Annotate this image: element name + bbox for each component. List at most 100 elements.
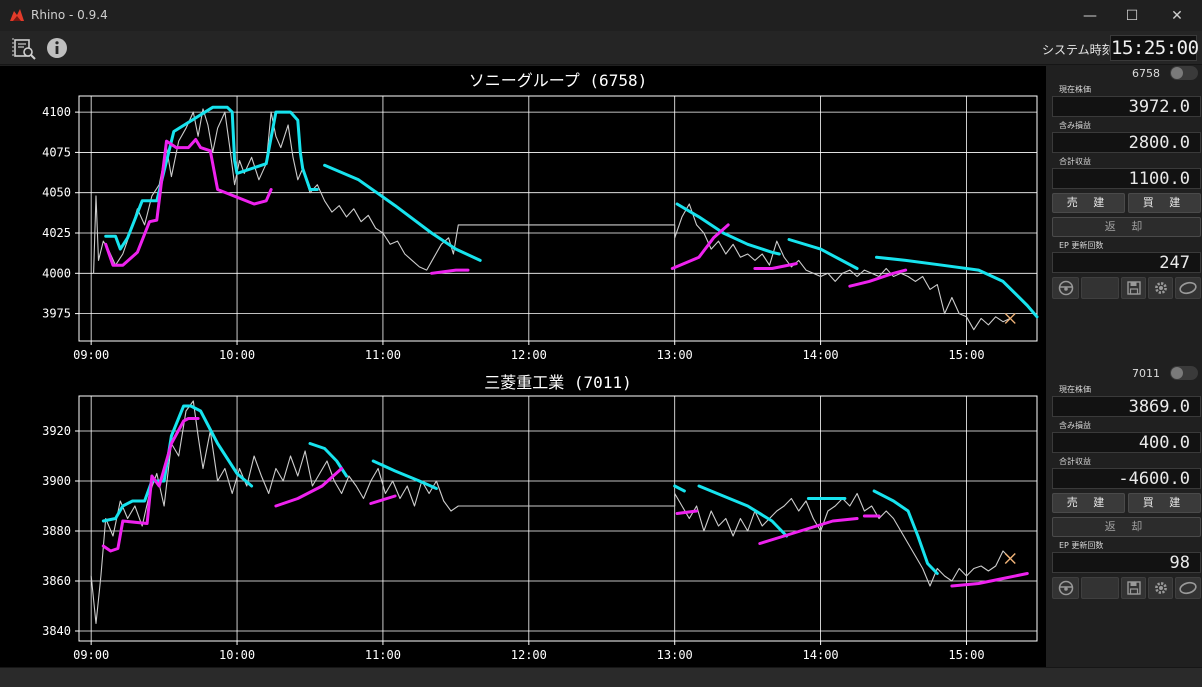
magenta-series <box>675 509 699 515</box>
cyan-series <box>323 163 482 262</box>
ticker-toggle[interactable] <box>1170 366 1198 380</box>
chart-title: ソニーグループ (6758) <box>469 71 647 90</box>
ticker-toggle[interactable] <box>1170 66 1198 80</box>
cyan-series <box>673 484 686 493</box>
panel-7011: 7011 現在株価 3869.0 含み損益 400.0 合計収益 -4600.0… <box>1049 364 1202 599</box>
magenta-series <box>430 268 470 275</box>
tool-buttons <box>1052 577 1202 599</box>
status-bar <box>0 667 1202 687</box>
total-label: 合計収益 <box>1059 157 1091 166</box>
repay-button[interactable]: 返 却 <box>1052 217 1201 237</box>
system-time-display: 15:25:00 <box>1110 35 1199 61</box>
x-tick-label: 13:00 <box>657 348 693 362</box>
settings-button[interactable] <box>1148 277 1173 299</box>
cyan-series <box>371 459 438 490</box>
x-tick-label: 09:00 <box>73 348 109 362</box>
sell-button[interactable]: 売 建 <box>1052 193 1125 213</box>
y-tick-label: 4100 <box>42 105 71 119</box>
steering-button[interactable] <box>1052 577 1079 599</box>
ticker-code: 6758 <box>1132 67 1160 80</box>
y-tick-label: 3900 <box>42 474 71 488</box>
steering-button[interactable] <box>1052 277 1079 299</box>
ep-label: EP 更新回数 <box>1059 541 1104 550</box>
cyan-series <box>675 202 781 256</box>
ticker-code: 7011 <box>1132 367 1160 380</box>
y-tick-label: 3920 <box>42 424 71 438</box>
chart-area: ソニーグループ (6758) 09:00 10:00 11:00 12:00 13:00 1… <box>0 66 1046 667</box>
sell-button[interactable]: 売 建 <box>1052 493 1125 513</box>
current-price-value: 3869.0 <box>1052 396 1201 417</box>
y-tick-label: 3840 <box>42 624 71 638</box>
x-tick-label: 10:00 <box>219 648 255 662</box>
magenta-series <box>670 223 730 270</box>
empty-button[interactable] <box>1081 277 1119 299</box>
save-button[interactable] <box>1121 277 1146 299</box>
trade-buttons: 売 建 買 建 <box>1052 193 1202 213</box>
gear-icon <box>1154 582 1167 594</box>
x-tick-label: 14:00 <box>803 648 839 662</box>
price-series <box>93 108 1011 331</box>
price-series <box>90 400 1011 625</box>
plot-frame <box>78 95 1038 342</box>
empty-button[interactable] <box>1081 577 1119 599</box>
last-point-marker <box>1004 312 1016 324</box>
y-tick-label: 4050 <box>42 186 71 200</box>
document-search-icon[interactable] <box>12 36 36 60</box>
save-button[interactable] <box>1121 577 1146 599</box>
loop-button[interactable] <box>1175 277 1201 299</box>
cyan-series <box>697 484 789 538</box>
unrealized-label: 含み損益 <box>1059 121 1091 130</box>
loop-icon <box>1179 581 1197 595</box>
save-icon <box>1126 581 1141 595</box>
settings-button[interactable] <box>1148 577 1173 599</box>
total-value: 1100.0 <box>1052 168 1201 189</box>
unrealized-label: 含み損益 <box>1059 421 1091 430</box>
maximize-icon: ☐ <box>1125 7 1139 24</box>
cyan-series <box>875 255 1039 319</box>
magenta-series <box>950 572 1029 588</box>
panel-6758: 6758 現在株価 3972.0 含み損益 2800.0 合計収益 1100.0… <box>1049 64 1202 299</box>
save-icon <box>1126 281 1141 295</box>
x-tick-label: 10:00 <box>219 348 255 362</box>
total-label: 合計収益 <box>1059 457 1091 466</box>
loop-icon <box>1179 281 1197 295</box>
x-tick-label: 09:00 <box>73 648 109 662</box>
last-point-marker <box>1004 553 1016 564</box>
x-tick-label: 12:00 <box>511 348 547 362</box>
buy-button[interactable]: 買 建 <box>1128 193 1201 213</box>
steering-wheel-icon <box>1058 580 1073 596</box>
x-tick-label: 14:00 <box>803 348 839 362</box>
chart-title: 三菱重工業 (7011) <box>484 373 631 392</box>
magenta-series <box>753 262 798 270</box>
y-tick-label: 4025 <box>42 226 71 240</box>
magenta-series <box>758 517 859 545</box>
y-tick-label: 3880 <box>42 524 71 538</box>
maximize-button[interactable]: ☐ <box>1109 0 1155 31</box>
info-icon[interactable] <box>45 36 69 60</box>
trade-buttons: 売 建 買 建 <box>1052 493 1202 513</box>
toolbar <box>0 31 1202 65</box>
close-button[interactable]: ✕ <box>1154 0 1200 31</box>
gear-icon <box>1154 282 1167 294</box>
title-bar: Rhino - 0.9.4 — ☐ ✕ <box>0 0 1202 31</box>
cyan-series <box>787 238 859 270</box>
unrealized-value: 400.0 <box>1052 432 1201 453</box>
x-tick-label: 15:00 <box>948 348 984 362</box>
cyan-series <box>872 489 939 575</box>
repay-button[interactable]: 返 却 <box>1052 517 1201 537</box>
ep-count-value: 98 <box>1052 552 1201 573</box>
magenta-series <box>274 467 344 508</box>
y-tick-label: 3975 <box>42 307 71 321</box>
window-title: Rhino - 0.9.4 <box>31 8 108 22</box>
rhino-logo-icon <box>10 9 24 21</box>
loop-button[interactable] <box>1175 577 1201 599</box>
minimize-button[interactable]: — <box>1067 0 1113 31</box>
x-tick-label: 12:00 <box>511 648 547 662</box>
x-tick-label: 13:00 <box>657 648 693 662</box>
total-value: -4600.0 <box>1052 468 1201 489</box>
x-tick-label: 15:00 <box>948 648 984 662</box>
plot-frame <box>78 395 1038 642</box>
buy-button[interactable]: 買 建 <box>1128 493 1201 513</box>
cyan-series <box>104 105 319 251</box>
